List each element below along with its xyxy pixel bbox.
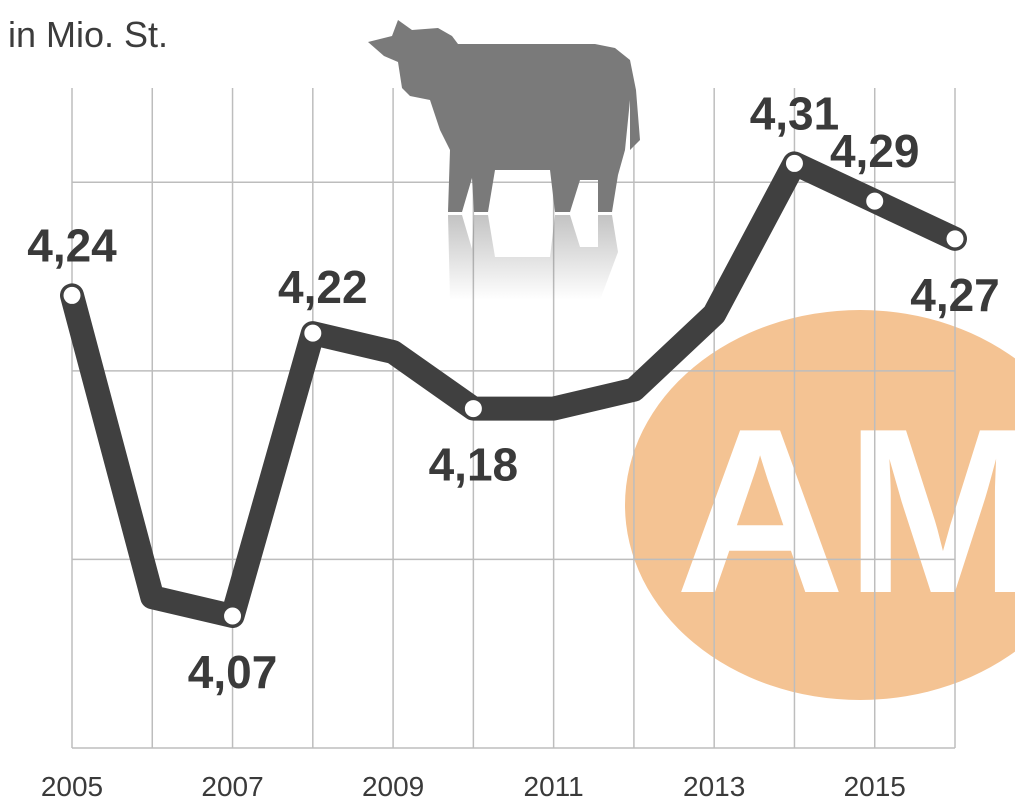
x-tick-label: 2013 xyxy=(683,771,745,802)
x-tick-label: 2007 xyxy=(201,771,263,802)
x-tick-label: 2011 xyxy=(524,771,584,802)
data-point-marker xyxy=(221,604,245,628)
data-point-marker xyxy=(782,151,806,175)
x-tick-label: 2005 xyxy=(41,771,103,802)
labels: 4,24 4,07 4,22 4,18 4,314,29 4,27 xyxy=(27,87,1000,698)
data-point-marker xyxy=(943,227,967,251)
cow-icon xyxy=(368,20,640,300)
data-label: 4,07 xyxy=(188,646,278,698)
data-point-marker xyxy=(863,189,887,213)
data-label: 4,27 xyxy=(910,269,1000,321)
data-label: 4,18 xyxy=(429,439,519,491)
series-line xyxy=(60,151,967,628)
data-point-marker xyxy=(461,397,485,421)
data-point-marker xyxy=(60,283,84,307)
unit-label: in Mio. St. xyxy=(8,14,169,55)
data-label: 4,22 xyxy=(278,261,368,313)
watermark-ellipse xyxy=(625,310,1015,700)
data-label: 4,29 xyxy=(830,125,920,177)
watermark-badge: AM xyxy=(625,310,1015,700)
data-label: 4,31 xyxy=(750,87,840,139)
data-label: 4,24 xyxy=(27,219,117,271)
watermark-text: AM xyxy=(675,379,1015,642)
x-tick-label: 2009 xyxy=(362,771,424,802)
x-tick-label: 2015 xyxy=(844,771,906,802)
data-point-marker xyxy=(301,321,325,345)
series xyxy=(60,151,967,628)
